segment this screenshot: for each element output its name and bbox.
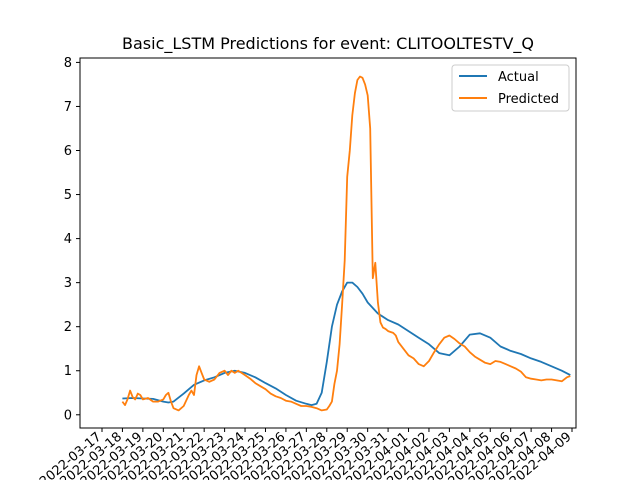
y-tick-label: 6 [64,144,72,159]
series-line-actual [122,281,571,407]
y-axis: 0 1 2 3 4 5 6 7 8 [64,56,80,423]
series-layer [121,75,571,412]
y-tick-label: 2 [64,320,72,335]
legend-label-predicted: Predicted [498,92,559,107]
legend: Actual Predicted [451,64,570,112]
plot-area [79,57,577,429]
legend-label-actual: Actual [498,70,539,85]
y-tick-label: 7 [64,100,72,115]
y-tick-label: 0 [64,408,72,423]
chart-title: Basic_LSTM Predictions for event: CLITOO… [122,34,534,54]
y-tick-label: 8 [64,56,72,71]
x-axis: 2022-03-172022-03-182022-03-192022-03-20… [37,428,575,480]
y-tick-label: 4 [64,232,72,247]
y-tick-label: 5 [64,188,72,203]
axes-frame [79,57,577,429]
y-tick-label: 1 [64,364,72,379]
series-line-predicted [121,75,571,412]
y-tick-label: 3 [64,276,72,291]
